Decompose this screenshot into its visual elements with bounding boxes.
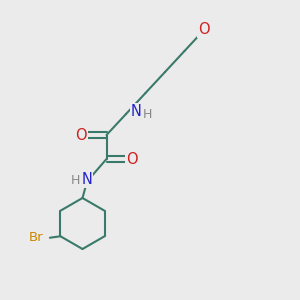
Text: O: O [198, 22, 210, 38]
Text: H: H [143, 108, 152, 121]
Text: N: N [82, 172, 92, 188]
Text: H: H [71, 173, 80, 187]
Text: O: O [126, 152, 138, 166]
Text: N: N [131, 104, 142, 119]
Text: Br: Br [28, 231, 43, 244]
Text: O: O [75, 128, 87, 142]
